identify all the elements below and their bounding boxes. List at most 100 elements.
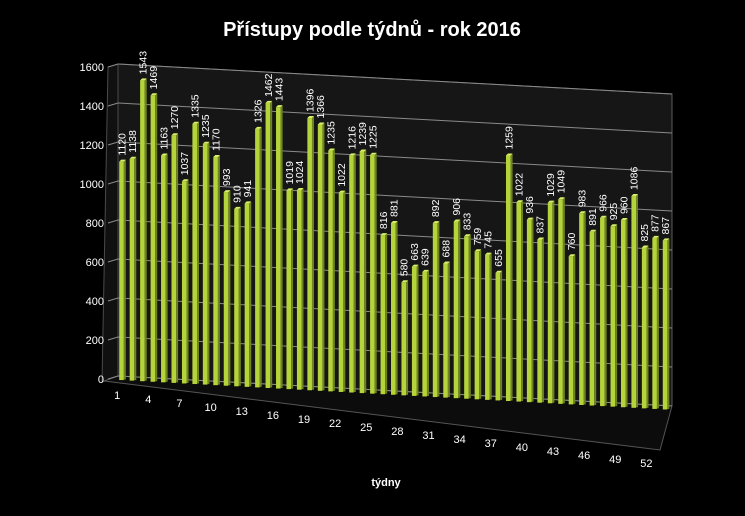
bar [234,206,241,387]
bar [391,220,398,395]
bar-side [176,133,179,383]
bar-front [641,247,647,409]
bar-front [443,263,448,398]
bar [119,159,126,381]
bar-top [171,133,179,136]
bar-side [604,216,607,406]
x-axis-title: týdny [371,477,401,489]
bar-top [516,200,524,203]
bar-top [181,179,189,182]
gridline-side [107,219,119,224]
bar-side [416,265,419,396]
data-label: 1216 [346,126,358,150]
bar-top [641,245,649,248]
bar [579,211,586,405]
bar-front [119,161,124,381]
data-label: 960 [618,196,630,214]
bar-top [265,100,273,103]
gridline-side [107,375,119,380]
data-label: 1138 [127,130,139,153]
data-label: 580 [399,259,411,277]
x-tick-label: 22 [329,418,341,430]
y-tick-label: 0 [98,374,104,386]
bar [140,78,147,382]
bars [119,78,670,410]
bar [286,188,294,390]
bar [401,280,409,396]
bar-top [401,280,409,283]
bar-side [406,280,409,395]
bar-front [620,220,626,408]
x-tick-label: 28 [391,426,403,438]
bar-top [474,249,482,252]
bar-top [432,221,440,224]
bar-side [353,153,356,393]
bar-top [119,159,126,162]
x-tick-label: 49 [609,454,621,466]
bar-front [589,231,595,406]
bar-side [374,153,377,394]
bar-top [652,235,659,238]
bar-top [495,270,503,273]
y-tick-label: 1200 [80,140,104,152]
side-wall [101,63,119,383]
x-tick-label: 10 [204,402,216,414]
gridline-side [107,141,119,146]
bar-front [568,256,574,405]
data-label: 1029 [545,173,557,197]
bar-side [500,271,503,400]
bar-side [280,105,283,389]
bar [495,270,503,401]
bar-side [123,160,126,380]
bar-side [134,157,137,381]
bar-top [223,190,231,193]
gridline [117,180,673,212]
y-tick-label: 1400 [80,101,104,113]
bar-top [286,188,294,191]
bar-side [395,221,398,395]
data-label: 983 [576,190,588,208]
bar-top [161,153,168,156]
data-label: 910 [232,185,244,203]
bar [338,190,346,392]
bar-top [244,201,252,204]
bar-front [537,239,542,403]
bar [317,122,325,391]
data-label: 1120 [117,133,129,156]
bar-top [338,190,346,193]
bar-side [573,254,576,404]
bar-front [652,237,657,409]
bar [432,221,440,398]
data-label: 760 [566,233,578,251]
bar-side [594,230,597,406]
bar-side [207,142,210,385]
bar [276,105,283,389]
bar-front [307,118,312,391]
bar-top [140,78,147,81]
bar-top [307,116,314,119]
chart-title: Přístupy podle týdnů - rok 2016 [223,19,521,41]
bar-front [453,221,459,399]
bar [129,156,137,381]
bar-front [140,80,145,382]
bar-top [547,200,555,203]
bar [600,215,607,407]
data-labels: 1120113815431469116312701037133512351170… [117,51,673,276]
gridline [117,63,673,95]
x-tick-label: 40 [516,442,528,454]
bar-front [213,157,218,386]
data-label: 1022 [514,173,526,197]
bar-side [364,149,367,393]
bar-front [600,217,605,407]
bar [558,197,565,404]
bar [370,152,377,394]
bar-front [202,143,208,385]
bar-side [489,253,492,400]
bar-front [317,124,323,391]
y-tick-label: 400 [86,296,104,308]
bar-front [474,251,480,400]
bar-side [144,78,147,381]
x-tick-label: 1 [114,390,120,402]
bar-top [349,153,356,156]
